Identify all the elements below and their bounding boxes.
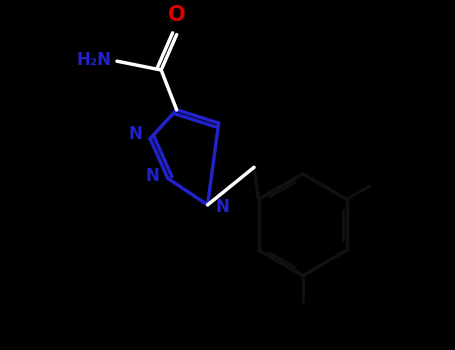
Text: N: N bbox=[128, 125, 142, 143]
Text: N: N bbox=[216, 198, 229, 216]
Text: H₂N: H₂N bbox=[76, 51, 111, 69]
Text: O: O bbox=[168, 5, 186, 25]
Text: N: N bbox=[145, 167, 159, 185]
